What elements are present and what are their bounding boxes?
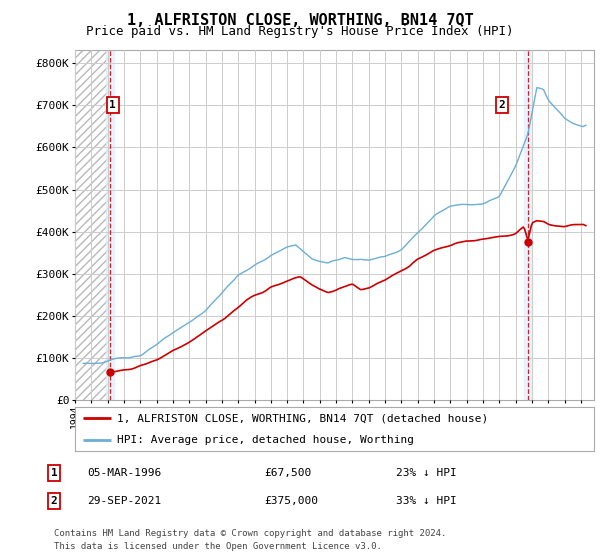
Text: 1: 1 (50, 468, 58, 478)
Text: 1: 1 (109, 100, 116, 110)
Text: This data is licensed under the Open Government Licence v3.0.: This data is licensed under the Open Gov… (54, 542, 382, 550)
Text: 29-SEP-2021: 29-SEP-2021 (87, 496, 161, 506)
Text: £375,000: £375,000 (264, 496, 318, 506)
Text: £67,500: £67,500 (264, 468, 311, 478)
Text: 2: 2 (499, 100, 505, 110)
Bar (106, 50, 115, 400)
Text: HPI: Average price, detached house, Worthing: HPI: Average price, detached house, Wort… (116, 435, 413, 445)
Text: Contains HM Land Registry data © Crown copyright and database right 2024.: Contains HM Land Registry data © Crown c… (54, 529, 446, 538)
Text: 2: 2 (50, 496, 58, 506)
Bar (524, 50, 532, 400)
Text: Price paid vs. HM Land Registry's House Price Index (HPI): Price paid vs. HM Land Registry's House … (86, 25, 514, 38)
Text: 1, ALFRISTON CLOSE, WORTHING, BN14 7QT: 1, ALFRISTON CLOSE, WORTHING, BN14 7QT (127, 13, 473, 29)
Text: 1, ALFRISTON CLOSE, WORTHING, BN14 7QT (detached house): 1, ALFRISTON CLOSE, WORTHING, BN14 7QT (… (116, 413, 488, 423)
Text: 33% ↓ HPI: 33% ↓ HPI (396, 496, 457, 506)
Text: 23% ↓ HPI: 23% ↓ HPI (396, 468, 457, 478)
Text: 05-MAR-1996: 05-MAR-1996 (87, 468, 161, 478)
